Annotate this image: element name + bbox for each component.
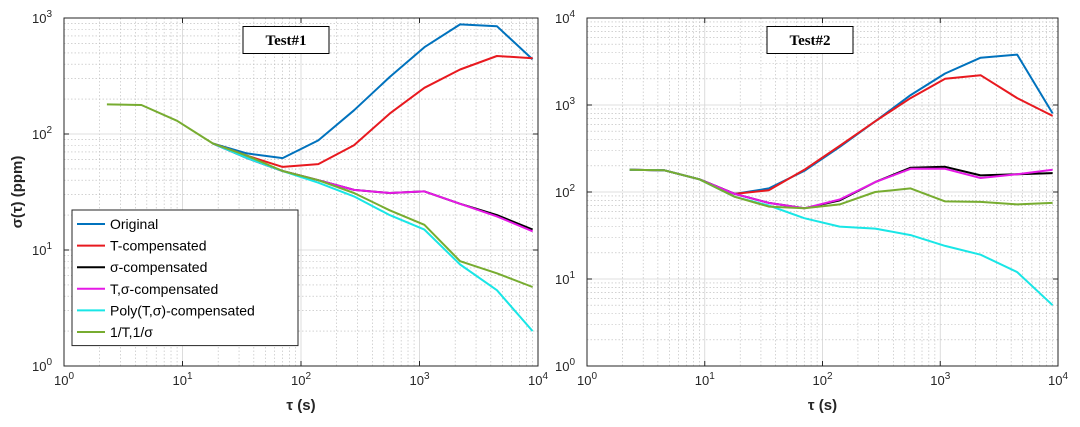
ticks xyxy=(586,17,1059,367)
panel-1: 100 101 102 103 104 100 101 102 103 τ (s) σ(τ) (pp… xyxy=(9,9,548,414)
x-tick-label: 100 xyxy=(54,371,74,388)
y-tick-label: 102 xyxy=(555,183,575,200)
y-axis-label: σ(τ) (ppm) xyxy=(9,156,26,229)
series-line-original xyxy=(212,23,534,160)
y-tick-label: 104 xyxy=(555,9,575,26)
x-tick-label: 102 xyxy=(812,371,832,388)
series-group xyxy=(629,53,1054,306)
x-tick-label: 101 xyxy=(172,371,192,388)
panel-title: Test#1 xyxy=(265,33,306,49)
y-tick-label: 101 xyxy=(32,241,52,258)
legend-label-poly-t-compensated: Poly(T,σ)-compensated xyxy=(110,302,255,318)
legend-box xyxy=(71,209,299,347)
series-line-1-t-1 xyxy=(629,168,1053,210)
legend-label-compensated: σ-compensated xyxy=(110,259,207,275)
legend-label-original: Original xyxy=(110,216,158,232)
panel-title-box xyxy=(766,26,854,54)
legend-label-1-t-1: 1/T,1/σ xyxy=(110,324,153,340)
x-tick-label: 103 xyxy=(930,371,950,388)
y-tick-label: 100 xyxy=(32,357,52,374)
panel-2: 100 101 102 103 104 100 101 102 103 104 τ (s) Test#… xyxy=(555,9,1068,414)
x-tick-label: 101 xyxy=(695,371,715,388)
x-axis-label: τ (s) xyxy=(286,397,315,414)
y-tick-label: 103 xyxy=(555,96,575,113)
legend: Original T-compensated σ-compensated T,σ-co… xyxy=(71,209,299,347)
series-line-1-t-1 xyxy=(106,103,533,288)
x-tick-label: 100 xyxy=(577,371,597,388)
y-tick-label: 100 xyxy=(555,357,575,374)
y-tick-label: 102 xyxy=(32,125,52,142)
ticks xyxy=(63,17,539,367)
y-tick-label: 101 xyxy=(555,270,575,287)
panel-title: Test#2 xyxy=(789,33,830,49)
x-tick-label: 102 xyxy=(291,371,311,388)
x-tick-label: 104 xyxy=(528,371,548,388)
panel-title-box xyxy=(242,26,330,54)
y-tick-label: 103 xyxy=(32,9,52,26)
series-line-poly-t-compensated xyxy=(212,142,534,332)
series-line-t-compensated xyxy=(212,55,533,168)
series-group xyxy=(106,23,534,332)
x-axis-label: τ (s) xyxy=(808,397,837,414)
x-tick-label: 103 xyxy=(409,371,429,388)
legend-label-t-compensated: T-compensated xyxy=(110,238,207,254)
legend-label-t-compensated: T,σ-compensated xyxy=(110,281,218,297)
x-tick-label: 104 xyxy=(1048,371,1068,388)
